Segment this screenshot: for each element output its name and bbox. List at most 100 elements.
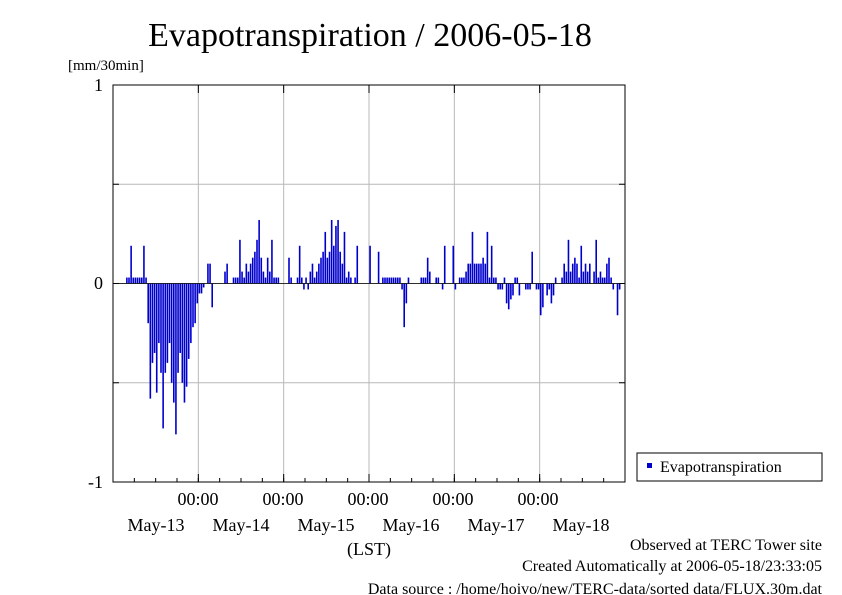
bar	[499, 283, 501, 290]
bar	[305, 277, 307, 284]
bar	[345, 277, 348, 284]
bar	[341, 263, 344, 284]
bar	[437, 277, 440, 284]
bar	[126, 277, 128, 284]
bar	[574, 257, 576, 284]
bar	[535, 283, 538, 290]
bar	[170, 283, 173, 383]
bar	[514, 277, 516, 284]
bar	[266, 257, 269, 284]
bar	[505, 283, 508, 304]
bar	[475, 263, 478, 284]
bar	[143, 245, 145, 284]
bar	[420, 277, 423, 284]
bar	[429, 271, 431, 284]
x-time-tick-label: 00:00	[432, 489, 473, 509]
x-date-label: May-14	[213, 515, 270, 535]
bar	[542, 283, 544, 308]
bar	[243, 277, 245, 284]
bar-series	[113, 219, 625, 435]
bar	[254, 251, 256, 284]
bar	[162, 283, 164, 429]
x-time-tick-label: 00:00	[177, 489, 218, 509]
bar	[407, 277, 410, 284]
x-date-label: May-13	[128, 515, 185, 535]
bar	[269, 271, 271, 284]
axis-ticks	[112, 84, 626, 483]
bar	[311, 263, 314, 284]
bar	[301, 277, 303, 284]
bar	[136, 277, 139, 284]
legend-swatch	[647, 463, 652, 468]
bar	[561, 277, 563, 284]
bar	[397, 277, 399, 284]
bar	[138, 277, 141, 284]
x-time-tick-label: 00:00	[517, 489, 558, 509]
bar	[354, 277, 356, 284]
bar	[245, 263, 248, 284]
bar	[313, 277, 316, 284]
bar	[298, 245, 301, 284]
bar	[239, 239, 241, 284]
bar	[324, 231, 327, 284]
bar	[249, 263, 252, 284]
bar	[467, 263, 469, 284]
bar	[401, 283, 403, 290]
x-date-label: May-18	[553, 515, 610, 535]
bar	[166, 283, 169, 363]
bar	[510, 283, 512, 300]
bar	[616, 283, 619, 316]
bar	[147, 283, 149, 324]
bar	[503, 277, 506, 284]
bar	[403, 283, 405, 328]
bar	[211, 283, 213, 308]
bar	[384, 277, 386, 284]
bar	[337, 219, 339, 284]
legend: Evapotranspiration	[636, 452, 823, 482]
bar	[200, 283, 203, 294]
bar	[525, 283, 527, 290]
bar	[546, 283, 548, 296]
bar	[320, 257, 322, 284]
bar	[258, 219, 260, 284]
x-date-label: May-15	[298, 515, 355, 535]
bar	[548, 283, 551, 290]
bar	[426, 257, 429, 284]
bar	[179, 283, 181, 353]
bar	[330, 219, 333, 284]
bar	[207, 263, 209, 284]
bar	[595, 239, 597, 284]
bar	[610, 277, 612, 284]
bar	[482, 257, 484, 284]
bar	[612, 283, 615, 290]
bar	[497, 283, 499, 290]
bar	[495, 277, 497, 284]
bar	[198, 283, 201, 294]
bar	[569, 271, 572, 284]
bar	[232, 277, 235, 284]
bar	[226, 263, 228, 284]
bar	[471, 231, 474, 284]
bar	[202, 283, 205, 288]
chart-title: Evapotranspiration / 2006-05-18	[148, 17, 592, 54]
bar	[132, 277, 135, 284]
x-date-label: May-17	[468, 515, 525, 535]
bar	[347, 271, 350, 284]
bar	[326, 257, 329, 284]
bar	[392, 277, 395, 284]
bar	[518, 283, 521, 296]
bar	[256, 239, 258, 284]
bar	[335, 225, 337, 284]
bar	[290, 277, 292, 284]
bar	[273, 277, 275, 284]
bar	[461, 277, 463, 284]
bar	[158, 283, 160, 344]
bar	[563, 263, 565, 284]
bar	[507, 283, 510, 310]
bar	[484, 263, 487, 284]
bar	[529, 283, 531, 290]
bar	[369, 245, 371, 284]
bar	[288, 257, 290, 284]
bar	[539, 283, 542, 316]
bar	[488, 277, 491, 284]
